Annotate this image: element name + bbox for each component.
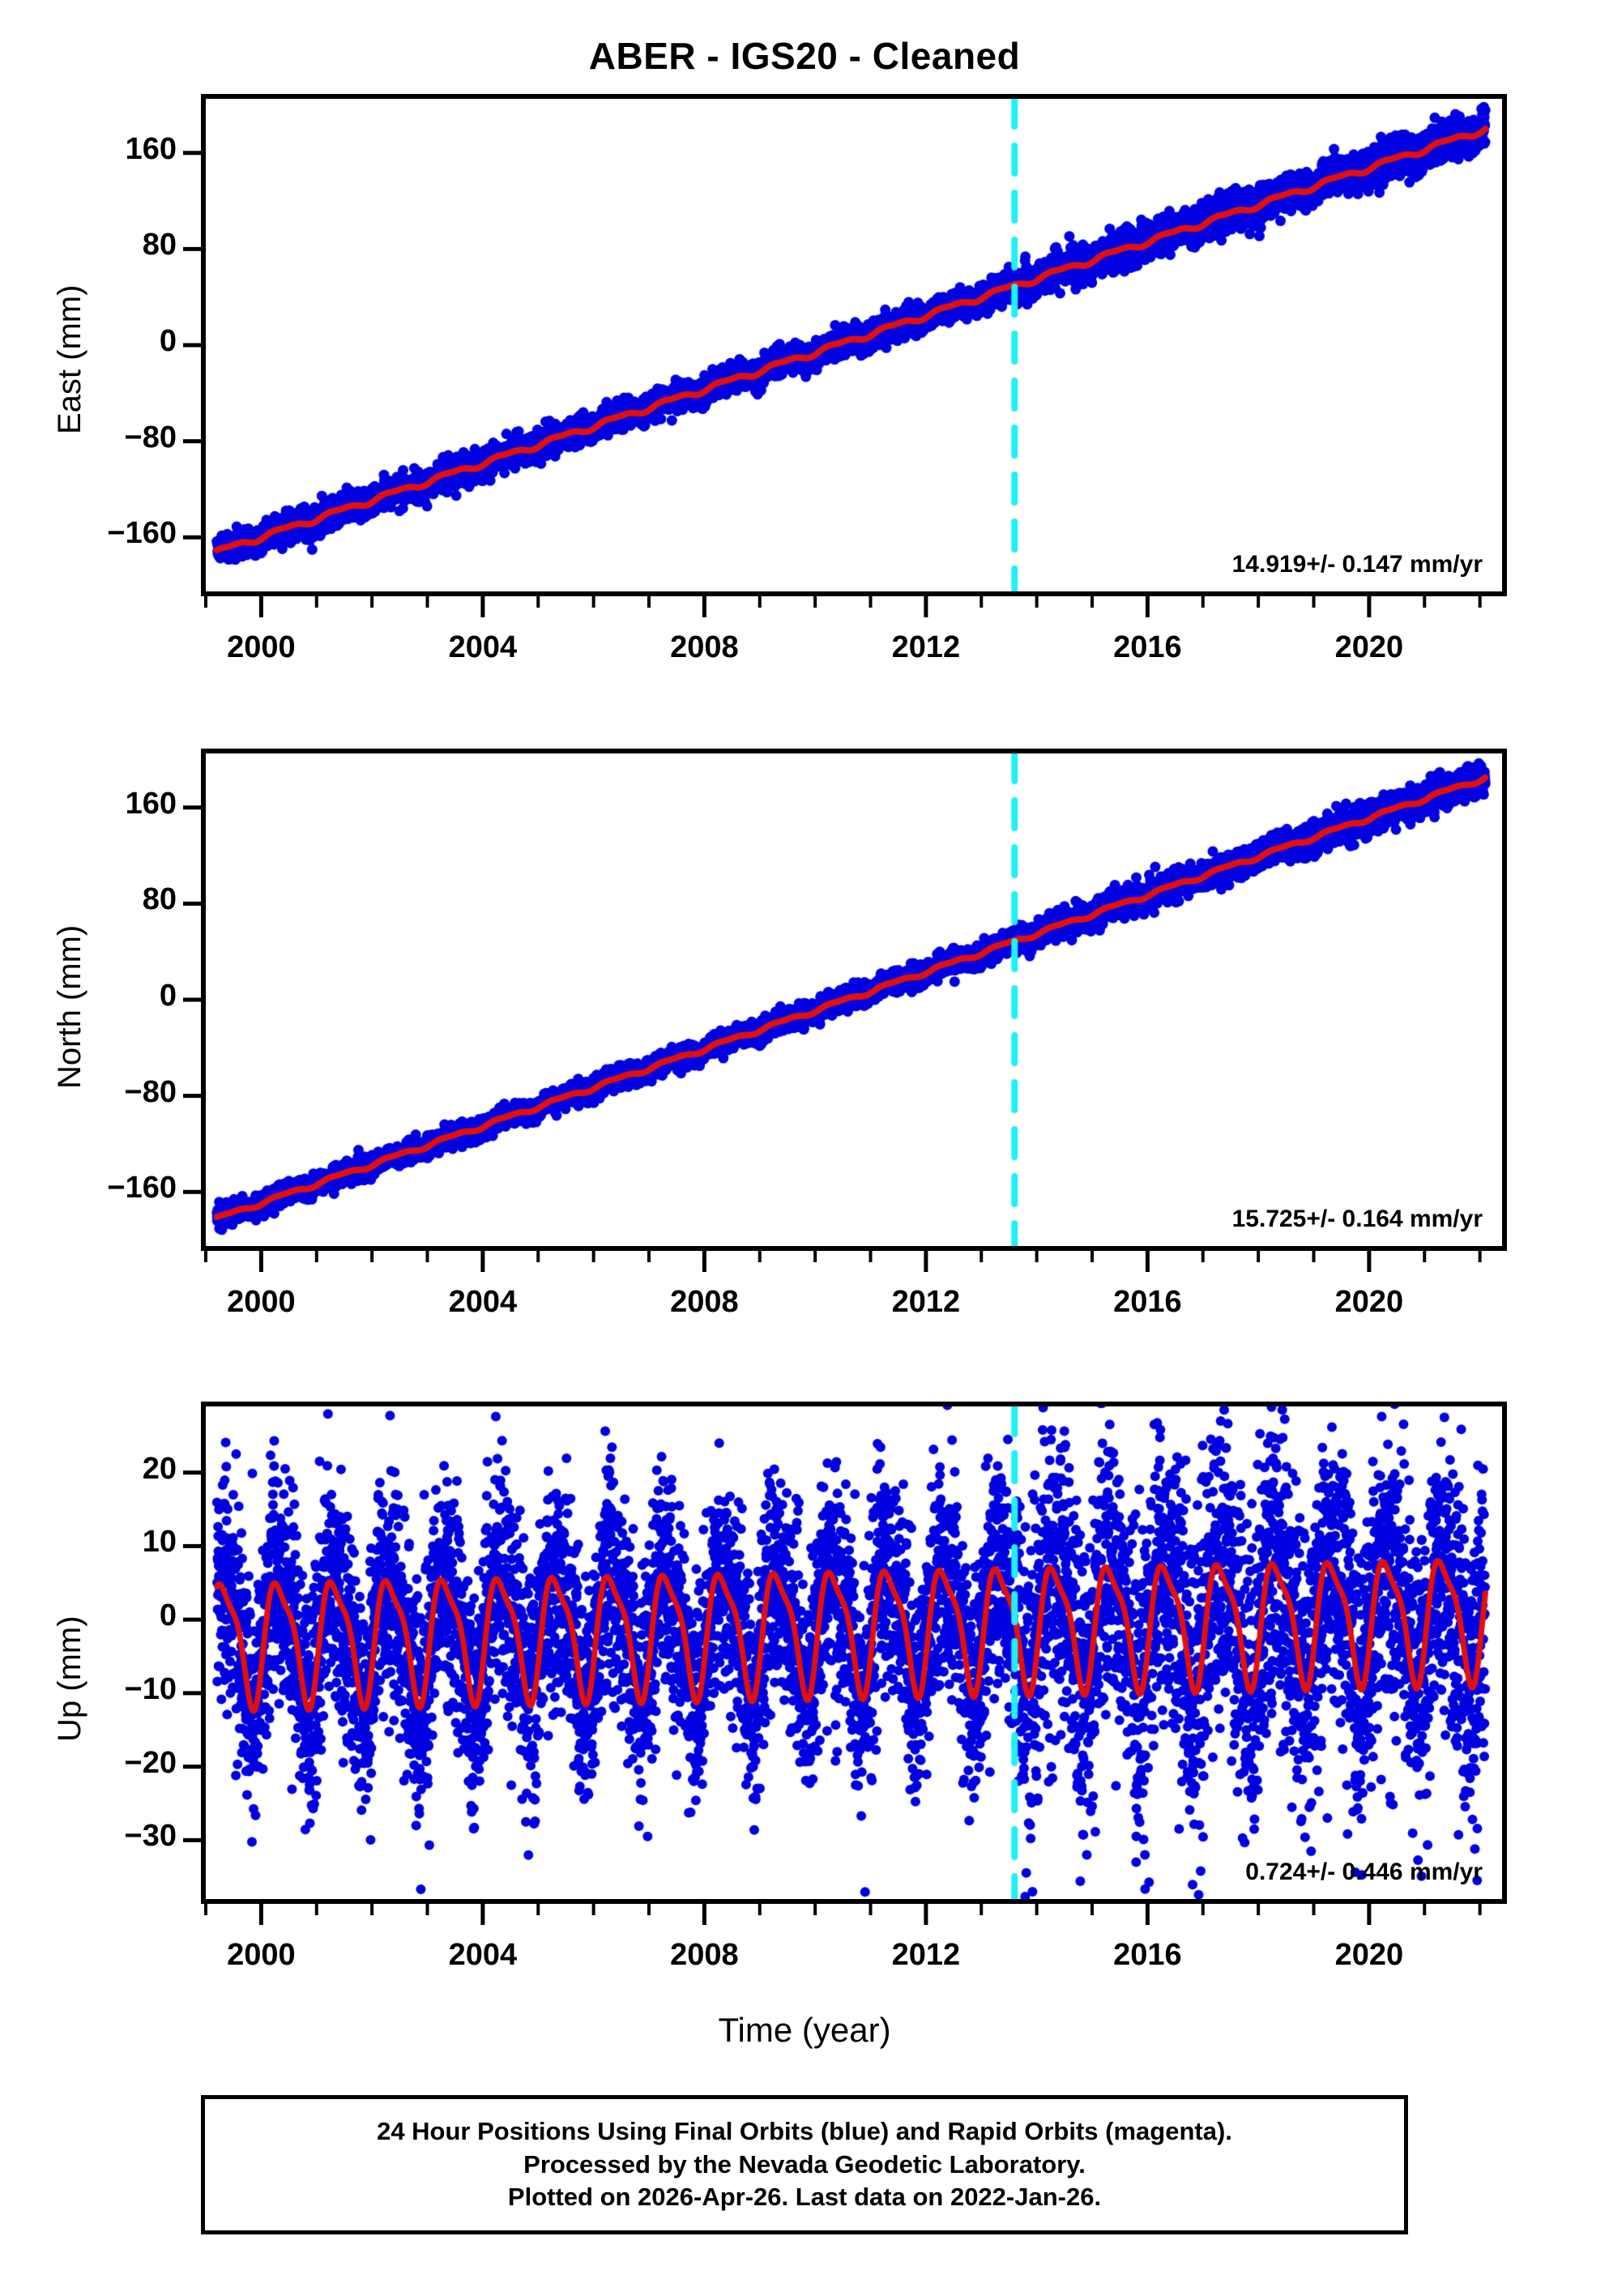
- footer-line-3: Plotted on 2026-Apr-26. Last data on 202…: [507, 2183, 1102, 2212]
- y-tick-label-east: 160: [125, 131, 177, 166]
- y-tick-label-up: −30: [124, 1819, 177, 1854]
- plot-area-north[interactable]: [201, 749, 1507, 1251]
- rate-annotation-east: 14.919+/- 0.147 mm/yr: [1231, 551, 1483, 578]
- x-tick-label-north: 2020: [1334, 1285, 1404, 1319]
- rate-annotation-up: 0.724+/- 0.446 mm/yr: [1245, 1859, 1483, 1885]
- x-tick-label-east: 2016: [1113, 630, 1182, 664]
- x-tick-label-up: 2000: [227, 1938, 296, 1972]
- y-tick-label-east: −160: [107, 516, 177, 551]
- x-tick-label-up: 2008: [670, 1938, 739, 1972]
- x-tick-label-up: 2004: [448, 1938, 518, 1972]
- x-tick-label-north: 2008: [670, 1285, 739, 1319]
- y-tick-label-east: −80: [124, 420, 177, 455]
- y-tick-label-up: −10: [124, 1671, 177, 1706]
- y-tick-label-north: 80: [142, 882, 177, 917]
- footer-note-box: 24 Hour Positions Using Final Orbits (bl…: [201, 2095, 1408, 2234]
- y-tick-label-north: 0: [159, 979, 177, 1013]
- y-tick-label-up: 0: [159, 1598, 177, 1633]
- y-tick-label-east: 0: [159, 324, 177, 358]
- y-tick-label-north: 160: [125, 786, 177, 821]
- data-canvas-east: [206, 99, 1502, 591]
- y-tick-label-east: 80: [142, 228, 177, 262]
- y-tick-label-north: −80: [124, 1074, 177, 1109]
- x-axis-label: Time (year): [718, 2011, 891, 2049]
- plot-area-east[interactable]: [201, 94, 1507, 596]
- y-tick-label-up: 10: [142, 1525, 177, 1560]
- x-tick-label-east: 2012: [891, 630, 961, 664]
- page-title: ABER - IGS20 - Cleaned: [588, 35, 1021, 77]
- data-canvas-north: [206, 753, 1502, 1246]
- x-tick-label-east: 2004: [448, 630, 518, 664]
- x-tick-label-up: 2012: [891, 1938, 961, 1972]
- x-tick-label-north: 2012: [891, 1285, 961, 1319]
- plot-area-up[interactable]: [201, 1402, 1507, 1904]
- x-tick-label-up: 2016: [1113, 1938, 1182, 1972]
- data-canvas-up: [206, 1406, 1502, 1899]
- x-tick-label-north: 2016: [1113, 1285, 1182, 1319]
- x-tick-label-up: 2020: [1334, 1938, 1404, 1972]
- x-tick-label-east: 2000: [227, 630, 296, 664]
- rate-annotation-north: 15.725+/- 0.164 mm/yr: [1231, 1206, 1483, 1232]
- y-tick-label-up: −20: [124, 1745, 177, 1780]
- y-axis-label-east: East (mm): [52, 284, 87, 434]
- y-tick-label-north: −160: [107, 1171, 177, 1206]
- footer-line-2: Processed by the Nevada Geodetic Laborat…: [523, 2149, 1086, 2179]
- y-tick-label-up: 20: [142, 1451, 177, 1486]
- x-tick-label-north: 2004: [448, 1285, 518, 1319]
- x-tick-label-east: 2008: [670, 630, 739, 664]
- footer-line-1: 24 Hour Positions Using Final Orbits (bl…: [377, 2116, 1232, 2145]
- x-tick-label-north: 2000: [227, 1285, 296, 1319]
- x-tick-label-east: 2020: [1334, 630, 1404, 664]
